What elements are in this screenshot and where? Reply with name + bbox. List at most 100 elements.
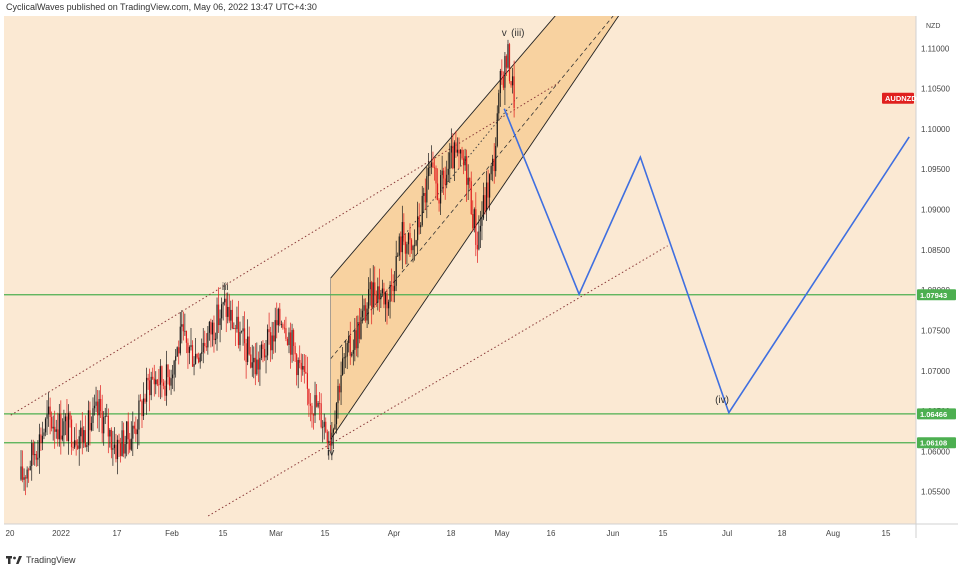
level-price-tag-label: 1.06466: [920, 410, 947, 419]
candle-body: [150, 376, 152, 396]
candle-body: [106, 415, 108, 417]
candle-body: [52, 426, 54, 429]
candle-body: [40, 434, 42, 444]
candle-body: [199, 353, 201, 363]
candle-body: [109, 429, 111, 437]
candle-body: [37, 457, 39, 460]
candle-body: [297, 359, 299, 376]
candle-body: [63, 421, 65, 436]
candle-body: [372, 282, 374, 308]
candle-body: [389, 285, 391, 302]
level-price-tag: [917, 408, 956, 420]
candle-body: [70, 419, 73, 448]
candle-body: [28, 469, 30, 471]
candle-body: [217, 304, 220, 326]
candle-body: [478, 231, 480, 250]
candle-body: [348, 336, 350, 344]
candle-body: [236, 316, 238, 330]
price-tick-label: 1.07500: [921, 326, 950, 335]
candle-body: [266, 329, 269, 356]
candle-body: [80, 427, 82, 437]
candle-body: [510, 81, 512, 86]
candle-body: [309, 403, 312, 406]
price-tick-label: 1.10000: [921, 125, 950, 134]
candle-body: [482, 195, 485, 219]
chart-area[interactable]: iii iv v (iii) (iv) NZD 1.11000 1.10500 1.10000…: [4, 16, 958, 546]
candle-body: [352, 349, 354, 354]
candle-body: [299, 359, 301, 363]
candle-body: [436, 183, 439, 201]
candle-body: [25, 477, 27, 479]
candle-body: [276, 320, 278, 326]
candle-body: [47, 406, 50, 415]
candle-body: [98, 398, 100, 416]
candle-body: [363, 305, 365, 311]
candle-body: [69, 412, 71, 420]
candle-body: [43, 432, 45, 436]
candle-body: [216, 304, 218, 339]
candle-body: [461, 149, 463, 159]
candle-body: [274, 320, 276, 342]
dotted-trendline: [10, 82, 559, 416]
candle-body: [481, 218, 483, 226]
candle-body: [243, 328, 246, 344]
candle-body: [387, 301, 390, 309]
candle-body: [447, 168, 449, 175]
candle-body: [507, 44, 509, 68]
candle-body: [149, 380, 151, 396]
candle-body: [259, 357, 261, 370]
candle-body: [110, 429, 112, 450]
candle-body: [188, 347, 191, 353]
candle-body: [182, 324, 184, 332]
candle-body: [404, 241, 406, 254]
candle-body: [95, 401, 97, 406]
candle-body: [152, 376, 154, 379]
candle-body: [145, 377, 148, 402]
candle-body: [410, 239, 413, 251]
candle-body: [178, 347, 180, 354]
candle-body: [377, 286, 379, 303]
candle-body: [165, 364, 168, 396]
candle-body: [308, 388, 310, 404]
candle-body: [222, 302, 224, 305]
candle-body: [46, 414, 48, 419]
candle-body: [401, 222, 403, 253]
candle-body: [221, 304, 223, 319]
candle-body: [427, 167, 429, 177]
time-tick-label: 16: [547, 529, 556, 538]
candle-body: [279, 308, 281, 325]
candle-body: [493, 158, 495, 172]
publisher-header: CyclicalWaves published on TradingView.c…: [6, 2, 317, 12]
price-tick-label: 1.10500: [921, 85, 950, 94]
candle-body: [265, 355, 267, 358]
candle-body: [60, 413, 62, 440]
candle-body: [190, 345, 192, 348]
candle-body: [57, 429, 59, 440]
candle-body: [467, 177, 469, 185]
candle-body: [112, 448, 114, 450]
candle-body: [476, 244, 478, 250]
candle-body: [469, 177, 471, 182]
candle-body: [340, 375, 342, 393]
candle-body: [136, 429, 138, 435]
candle-body: [458, 149, 460, 154]
candle-body: [31, 443, 33, 466]
candle-body: [38, 434, 40, 458]
candle-body: [435, 167, 437, 184]
candle-body: [378, 286, 380, 300]
candle-body: [472, 214, 474, 229]
candle-body: [119, 443, 122, 456]
time-tick-label: Apr: [388, 529, 401, 538]
candle-body: [228, 306, 230, 321]
candle-body: [470, 181, 472, 215]
candle-body: [101, 411, 103, 434]
candle-body: [176, 347, 178, 357]
candle-body: [253, 357, 255, 363]
candle-body: [325, 421, 327, 432]
price-chart[interactable]: iii iv v (iii) (iv) NZD 1.11000 1.10500 1.10000…: [4, 16, 958, 546]
candle-body: [231, 309, 233, 329]
candle-body: [260, 344, 263, 358]
candle-body: [194, 353, 197, 364]
candle-body: [398, 236, 400, 256]
candle-body: [185, 330, 187, 343]
